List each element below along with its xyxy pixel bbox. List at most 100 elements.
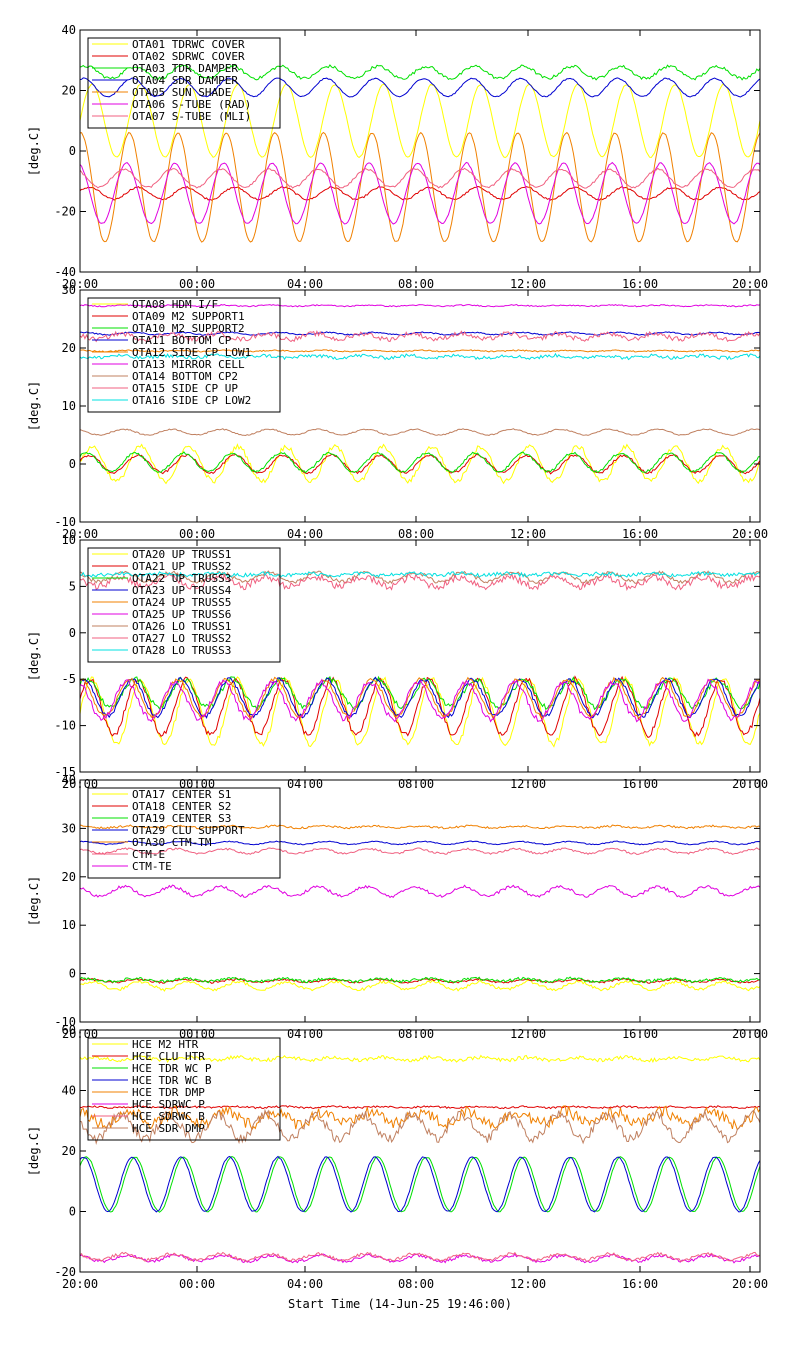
series-line-5-6 [80, 1253, 760, 1264]
legend-label: OTA01 TDRWC COVER [132, 38, 245, 51]
series-line-3-4 [80, 676, 760, 720]
legend-label: OTA05 SUN SHADE [132, 86, 231, 99]
series-line-2-4 [80, 331, 760, 336]
legend-label: OTA15 SIDE CP UP [132, 382, 238, 395]
series-line-4-6 [80, 847, 760, 856]
x-tick-label: 20:00 [62, 527, 98, 541]
x-tick-label: 04:00 [287, 277, 323, 291]
series-line-4-7 [80, 884, 760, 899]
legend-label: OTA13 MIRROR CELL [132, 358, 245, 371]
start-time-label: Start Time (14-Jun-25 19:46:00) [288, 1297, 512, 1311]
series-line-3-6 [80, 678, 760, 723]
y-axis-title: [deg.C] [27, 876, 41, 927]
y-tick-label: -15 [54, 765, 76, 779]
y-tick-label: -10 [54, 719, 76, 733]
legend-label: HCE TDR WC B [132, 1074, 212, 1087]
legend-label: OTA29 CLU SUPPORT [132, 824, 245, 837]
series-line-1-1 [80, 83, 760, 159]
y-tick-label: 0 [69, 457, 76, 471]
y-tick-label: 0 [69, 144, 76, 158]
x-tick-label: 20:00 [732, 1277, 768, 1291]
x-tick-label: 08:00 [398, 527, 434, 541]
series-line-2-3 [80, 451, 760, 474]
series-line-1-4 [80, 77, 760, 98]
y-tick-label: 0 [69, 626, 76, 640]
legend-label: OTA09 M2 SUPPORT1 [132, 310, 245, 323]
series-line-4-3 [80, 976, 760, 984]
legend-label: OTA03 TDR DAMPER [132, 62, 238, 75]
y-axis-title: [deg.C] [27, 1126, 41, 1177]
series-line-5-7 [80, 1251, 760, 1262]
x-tick-label: 04:00 [287, 527, 323, 541]
legend-label: CTM-E [132, 848, 165, 861]
y-tick-label: 0 [69, 967, 76, 981]
legend-label: OTA10 M2 SUPPORT2 [132, 322, 245, 335]
x-tick-label: 08:00 [398, 277, 434, 291]
panel-5: -20 0 20 40 60 20:00 00:00 04:00 08:00 12:00 16:00… [27, 1023, 768, 1291]
panel-2: -10 0 10 20 30 20:00 00:00 04:00 08:00 12:00 16:00… [27, 283, 768, 541]
series-line-4-1 [80, 979, 760, 992]
y-tick-label: 30 [62, 821, 76, 835]
x-tick-label: 00:00 [179, 1277, 215, 1291]
series-line-2-5 [80, 349, 760, 353]
y-tick-label: 20 [62, 1144, 76, 1158]
legend-label: OTA16 SIDE CP LOW2 [132, 394, 251, 407]
legend-label: OTA06 S-TUBE (RAD) [132, 98, 251, 111]
x-tick-label: 16:00 [622, 527, 658, 541]
y-tick-label: -20 [54, 1265, 76, 1279]
legend-label: OTA30 CTM-TM [132, 836, 212, 849]
x-tick-label: 00:00 [179, 277, 215, 291]
y-tick-label: 5 [69, 579, 76, 593]
legend-label: HCE SDR DMP [132, 1122, 205, 1135]
series-line-3-1 [80, 675, 760, 748]
legend-label: HCE CLU HTR [132, 1050, 205, 1063]
y-tick-label: 40 [62, 23, 76, 37]
series-line-3-8 [80, 572, 760, 591]
y-tick-label: 10 [62, 918, 76, 932]
legend-label: OTA22 UP TRUSS3 [132, 572, 231, 585]
x-tick-label: 20:00 [62, 1277, 98, 1291]
x-tick-label: 12:00 [510, 277, 546, 291]
series-line-3-2 [80, 675, 760, 739]
legend-label: OTA07 S-TUBE (MLI) [132, 110, 251, 123]
y-tick-label: 10 [62, 533, 76, 547]
legend-box [87, 1037, 281, 1141]
series-line-2-6 [80, 303, 760, 308]
legend-label: HCE TDR WC P [132, 1062, 212, 1075]
panel-1: -40 -20 0 20 40 20:00 00:00 04:00 08:00 12:00 16:0… [27, 23, 768, 291]
series-line-2-1 [80, 443, 760, 485]
legend-label: OTA20 UP TRUSS1 [132, 548, 231, 561]
x-tick-label: 04:00 [287, 1277, 323, 1291]
legend-label: HCE SDRWC P [132, 1098, 205, 1111]
legend-label: HCE SDRWC B [132, 1110, 205, 1123]
y-tick-label: -5 [62, 672, 76, 686]
legend-box [87, 547, 281, 663]
legend-label: OTA12 SIDE CP LOW1 [132, 346, 251, 359]
legend-label: OTA17 CENTER S1 [132, 788, 231, 801]
series-line-2-7 [80, 428, 760, 437]
y-tick-label: 0 [69, 1205, 76, 1219]
x-tick-label: 16:00 [622, 1277, 658, 1291]
y-tick-label: 20 [62, 84, 76, 98]
legend-label: OTA11 BOTTOM CP [132, 334, 232, 347]
legend-label: OTA24 UP TRUSS5 [132, 596, 231, 609]
legend-label: OTA08 HDM I/F [132, 298, 218, 311]
legend-label: OTA28 LO TRUSS3 [132, 644, 231, 657]
series-line-1-6 [80, 161, 760, 225]
series-line-5-1 [80, 1054, 760, 1063]
x-tick-label: 16:00 [622, 277, 658, 291]
x-tick-label: 20:00 [732, 527, 768, 541]
x-tick-label: 20:00 [732, 277, 768, 291]
legend-label: OTA26 LO TRUSS1 [132, 620, 231, 633]
legend-label: OTA27 LO TRUSS2 [132, 632, 231, 645]
y-tick-label: 10 [62, 399, 76, 413]
legend-label: OTA04 SDR DAMPER [132, 74, 238, 87]
legend-box [87, 297, 281, 413]
series-line-1-3 [80, 64, 760, 81]
